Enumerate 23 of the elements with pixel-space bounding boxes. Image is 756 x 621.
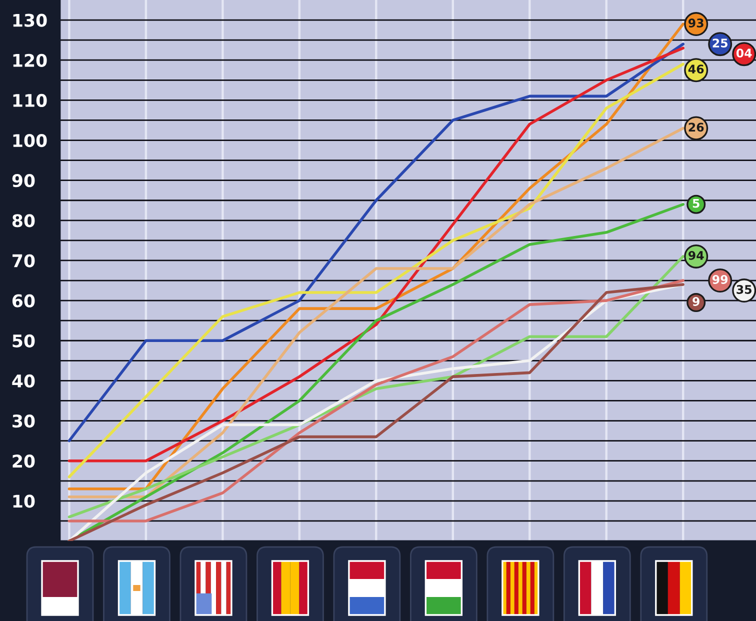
y-tick-label: 10 (13, 494, 35, 508)
series-label: 5 (692, 199, 700, 208)
series-label: 26 (688, 122, 704, 132)
y-tick-label: 50 (12, 334, 35, 348)
y-tick-label: 60 (12, 294, 35, 308)
y-tick-label: 80 (12, 214, 35, 228)
y-tick-label: 110 (13, 94, 47, 108)
y-tick-label: 70 (12, 254, 35, 268)
series-label: 46 (688, 64, 704, 74)
y-tick-label: 30 (12, 414, 35, 428)
y-tick-label: 120 (13, 54, 47, 67)
text: 99 (712, 275, 728, 284)
y-tick-label: 100 (13, 134, 47, 148)
series-label: 9 (692, 297, 700, 306)
y-tick-label: 40 (12, 374, 35, 388)
text: 04 (736, 48, 752, 58)
y-tick-label: 90 (12, 174, 35, 188)
text: 35 (736, 285, 752, 294)
text: 25 (712, 38, 728, 48)
series-label: 94 (688, 250, 704, 260)
series-label: 93 (688, 18, 704, 28)
y-tick-label: 130 (13, 14, 47, 27)
y-tick-label: 20 (12, 454, 35, 468)
